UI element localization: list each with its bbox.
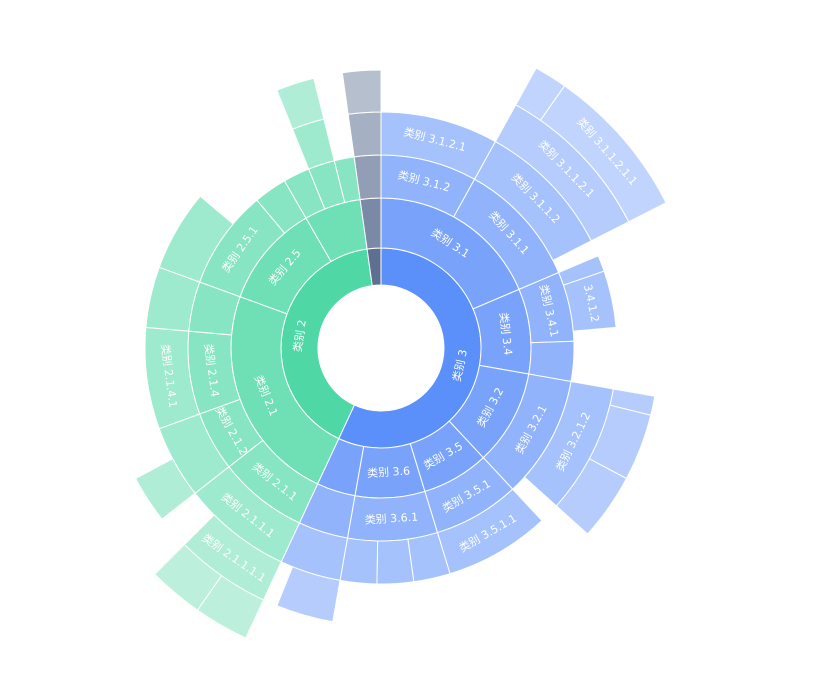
sunburst-segment <box>154 543 223 611</box>
segment-label: 类别 2 <box>290 319 309 353</box>
sunburst-segment <box>276 566 341 623</box>
sunburst-segment <box>347 111 382 158</box>
sunburst-segment <box>341 69 382 115</box>
sunburst-segment <box>555 458 628 535</box>
segment-label: 类别 3 <box>449 348 470 383</box>
sunburst-segment <box>276 77 325 130</box>
segment-label: 类别 2.1.4 <box>202 343 223 398</box>
sunburst-segment <box>158 195 234 283</box>
segment-label: 类别 3.6 <box>367 463 411 480</box>
sunburst-segment <box>376 538 415 585</box>
sunburst-segment <box>539 85 667 223</box>
sunburst-segment <box>134 458 196 520</box>
sunburst-segment <box>562 270 617 332</box>
segment-label: 类别 3.4 <box>497 312 516 356</box>
segment-label: 类别 3.6.1 <box>364 510 418 527</box>
